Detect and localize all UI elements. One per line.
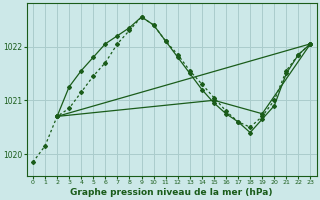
X-axis label: Graphe pression niveau de la mer (hPa): Graphe pression niveau de la mer (hPa)	[70, 188, 273, 197]
